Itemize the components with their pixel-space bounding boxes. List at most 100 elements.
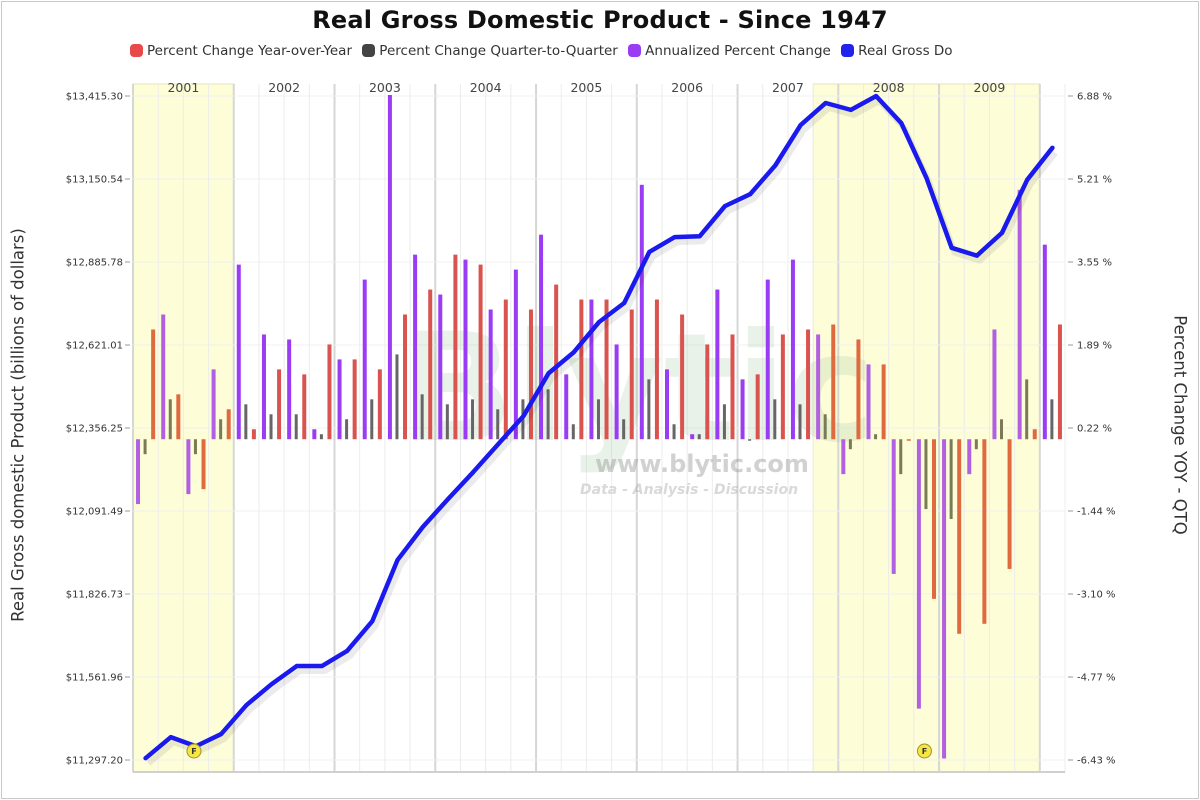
gdp-point: [899, 121, 904, 126]
bar-yoy: [705, 344, 710, 440]
legend-item-annualized[interactable]: Annualized Percent Change: [628, 43, 831, 59]
bar-yoy: [755, 374, 760, 440]
gdp-point: [395, 558, 400, 563]
bar-yoy: [403, 314, 408, 440]
bar-qtq: [1000, 419, 1004, 440]
x-tick-label-year: 2004: [470, 80, 502, 95]
bar-yoy: [1057, 324, 1062, 440]
bar-yoy: [1007, 439, 1012, 569]
bar-annualized: [312, 429, 317, 440]
legend-item-qtq[interactable]: Percent Change Quarter-to-Quarter: [362, 43, 618, 59]
bar-annualized: [236, 264, 241, 440]
bar-yoy: [831, 324, 836, 440]
bar-annualized: [564, 374, 569, 440]
bar-annualized: [765, 279, 770, 440]
gdp-point: [949, 245, 954, 250]
bar-yoy: [352, 359, 357, 440]
bar-annualized: [463, 259, 468, 440]
bar-yoy: [176, 394, 181, 440]
bar-annualized: [513, 269, 518, 440]
bar-annualized: [639, 184, 644, 440]
bar-annualized: [942, 439, 947, 759]
bar-yoy: [806, 329, 811, 440]
bar-yoy: [957, 439, 962, 634]
gdp-point: [1025, 177, 1030, 182]
y-tick-label-right: -1.44 %: [1077, 507, 1116, 518]
bar-yoy: [151, 329, 156, 440]
legend-item-yoy[interactable]: Percent Change Year-over-Year: [130, 43, 352, 59]
y-tick-label-left: $11,297.20: [66, 756, 123, 767]
bar-yoy: [302, 374, 307, 440]
bar-qtq: [420, 394, 424, 440]
watermark-url: www.blytic.com: [595, 450, 809, 478]
bar-qtq: [848, 439, 852, 450]
annotation-flag-marker[interactable]: F: [916, 743, 932, 759]
x-tick-label-year: 2005: [570, 80, 602, 95]
gdp-point: [345, 648, 350, 653]
legend-swatch-yoy: [130, 44, 143, 57]
bar-qtq: [219, 419, 223, 440]
bar-qtq: [622, 419, 626, 440]
bar-annualized: [287, 339, 292, 440]
bar-annualized: [740, 379, 745, 440]
y-tick-label-right: 3.55 %: [1077, 258, 1112, 269]
gdp-point: [798, 123, 803, 128]
y-tick-label-left: $12,885.78: [66, 258, 123, 269]
x-tick-label-year: 2003: [369, 80, 401, 95]
bar-qtq: [546, 389, 550, 440]
bar-annualized: [891, 439, 896, 574]
bar-qtq: [244, 404, 248, 440]
bar-annualized: [261, 334, 266, 440]
bar-yoy: [453, 254, 458, 440]
gdp-point: [319, 664, 324, 669]
bar-annualized: [866, 364, 871, 440]
legend-label-annualized: Annualized Percent Change: [645, 43, 831, 59]
legend-label-yoy: Percent Change Year-over-Year: [147, 43, 352, 59]
gdp-point: [294, 664, 299, 669]
bar-annualized: [136, 439, 141, 505]
annotation-flag-marker[interactable]: F: [186, 743, 202, 759]
gdp-point: [244, 703, 249, 708]
bar-qtq: [748, 439, 752, 441]
bar-qtq: [471, 399, 475, 440]
gdp-point: [647, 249, 652, 254]
flag-icon: [916, 743, 932, 759]
gdp-point: [773, 163, 778, 168]
gdp-point: [823, 100, 828, 105]
bar-qtq: [974, 439, 978, 450]
legend-item-gdp[interactable]: Real Gross Do: [841, 43, 953, 59]
y-tick-label-right: -6.43 %: [1077, 756, 1116, 767]
gdp-point: [748, 192, 753, 197]
y-tick-label-left: $12,621.01: [66, 341, 123, 352]
x-tick-label-year: 2008: [873, 80, 905, 95]
y-tick-label-right: 0.22 %: [1077, 424, 1112, 435]
bar-annualized: [614, 344, 619, 440]
bar-yoy: [680, 314, 685, 440]
bar-qtq: [143, 439, 147, 455]
bar-annualized: [539, 234, 544, 440]
y-tick-label-left: $11,561.96: [66, 673, 123, 684]
bar-yoy: [377, 369, 382, 440]
x-tick-label-year: 2006: [671, 80, 703, 95]
gdp-point: [546, 371, 551, 376]
bar-qtq: [571, 424, 575, 440]
bar-qtq: [697, 434, 701, 440]
watermark-tagline: Data - Analysis - Discussion: [580, 482, 798, 498]
bar-yoy: [982, 439, 987, 624]
gdp-point: [143, 756, 148, 761]
bar-yoy: [932, 439, 937, 599]
bar-yoy: [906, 439, 911, 441]
bar-annualized: [841, 439, 846, 475]
gdp-point: [697, 234, 702, 239]
gdp-point: [571, 350, 576, 355]
gdp-point: [622, 300, 627, 305]
bar-annualized: [362, 279, 367, 440]
bar-yoy: [604, 299, 609, 440]
bar-yoy: [881, 364, 886, 440]
y-tick-label-right: 5.21 %: [1077, 175, 1112, 186]
bar-yoy: [478, 264, 483, 440]
bar-yoy: [528, 309, 533, 440]
bar-annualized: [1042, 244, 1047, 440]
bar-annualized: [790, 259, 795, 440]
bar-yoy: [428, 289, 433, 440]
